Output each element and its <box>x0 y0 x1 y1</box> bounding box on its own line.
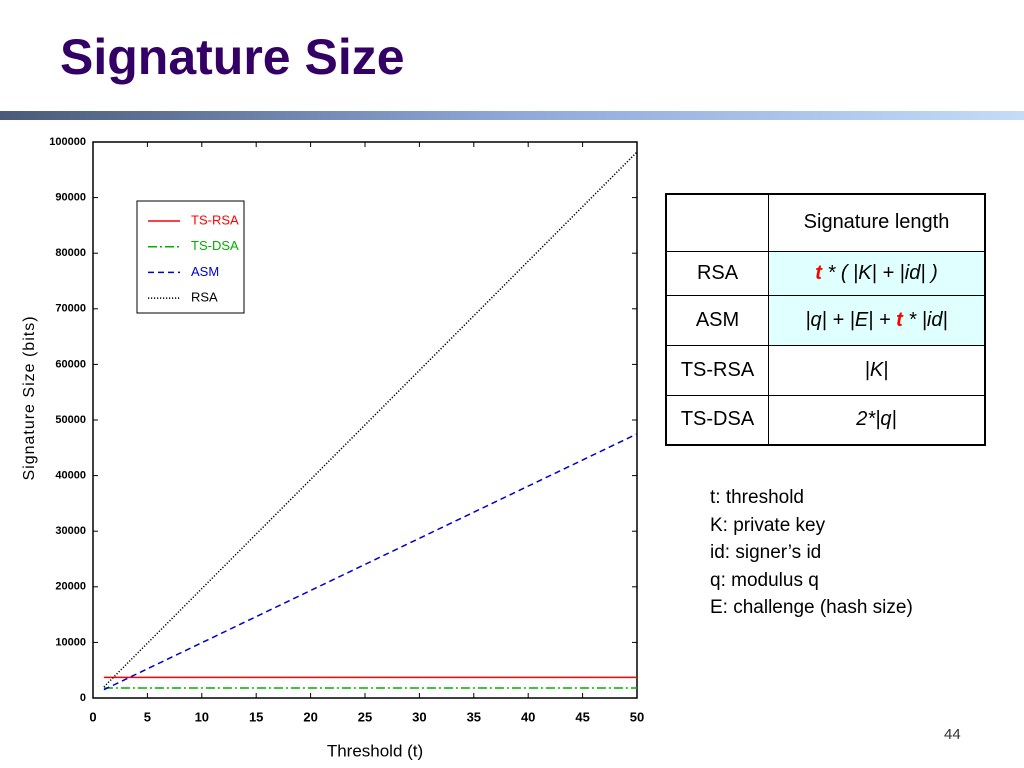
page-number: 44 <box>944 726 961 743</box>
y-tick-label: 30000 <box>55 525 86 537</box>
x-tick-label: 25 <box>358 709 372 724</box>
x-tick-label: 10 <box>195 709 209 724</box>
table-row: ASM |q| + |E| + t * |id| <box>665 294 986 346</box>
y-tick-label: 50000 <box>55 414 86 426</box>
y-tick-label: 0 <box>80 692 86 704</box>
formula-table: Signature length RSA t * ( |K| + |id| ) ASM… <box>665 193 986 446</box>
note-line: id: signer’s id <box>710 542 822 563</box>
formula-part: |K| <box>864 358 889 381</box>
legend-label: TS-DSA <box>191 238 239 253</box>
y-tick-label: 40000 <box>55 470 86 482</box>
table-corner <box>665 193 769 252</box>
x-tick-label: 45 <box>575 709 589 724</box>
x-tick-label: 20 <box>303 709 317 724</box>
legend-box <box>136 200 245 314</box>
y-tick-label: 80000 <box>55 247 86 259</box>
y-tick-label: 10000 <box>55 636 86 648</box>
table-row: TS-RSA |K| <box>665 344 986 396</box>
formula-part: * |id| <box>902 308 948 331</box>
y-axis-label: Signature Size (bits) <box>21 315 38 480</box>
x-tick-label: 15 <box>249 709 263 724</box>
x-tick-label: 0 <box>89 709 96 724</box>
row-label: TS-RSA <box>665 344 769 396</box>
x-axis-label: Threshold (t) <box>327 741 423 760</box>
formula-part: 2*|q| <box>856 408 897 431</box>
series-line <box>103 433 638 691</box>
formula-cell: 2*|q| <box>768 394 986 446</box>
formula-part: t <box>896 308 903 331</box>
row-label: RSA <box>665 250 769 296</box>
y-tick-label: 20000 <box>55 581 86 593</box>
legend-label: ASM <box>191 264 219 279</box>
row-label: TS-DSA <box>665 394 769 446</box>
notes: t: threshold K: private key id: signer’s i… <box>710 484 913 622</box>
legend-label: RSA <box>191 290 218 305</box>
formula-part: * ( |K| + |id| ) <box>821 261 938 284</box>
note-line: K: private key <box>710 514 826 536</box>
x-tick-label: 5 <box>144 709 151 724</box>
note-line: q: modulus q <box>710 569 819 591</box>
table-row: RSA t * ( |K| + |id| ) <box>665 250 986 296</box>
x-tick-label: 50 <box>630 709 644 724</box>
table-row: TS-DSA 2*|q| <box>665 394 986 446</box>
note-line: t: threshold <box>710 487 804 508</box>
x-tick-label: 30 <box>412 709 426 724</box>
x-tick-label: 35 <box>467 709 481 724</box>
formula-cell: |K| <box>768 344 986 396</box>
x-tick-label: 40 <box>521 709 535 724</box>
table-header-row: Signature length <box>665 193 986 252</box>
formula-cell: t * ( |K| + |id| ) <box>768 250 986 296</box>
row-label: ASM <box>665 294 769 346</box>
y-tick-label: 100000 <box>49 136 86 148</box>
y-tick-label: 90000 <box>55 192 86 204</box>
formula-part: t <box>815 261 822 284</box>
title-rule <box>0 111 1024 120</box>
slide-title: Signature Size <box>60 29 405 85</box>
note-line: E: challenge (hash size) <box>710 597 913 618</box>
formula-cell: |q| + |E| + t * |id| <box>768 294 986 346</box>
legend-label: TS-RSA <box>191 212 239 227</box>
table-header: Signature length <box>768 193 986 252</box>
formula-part: |q| + |E| + <box>805 308 897 331</box>
y-tick-label: 60000 <box>55 358 86 370</box>
y-tick-label: 70000 <box>55 303 86 315</box>
